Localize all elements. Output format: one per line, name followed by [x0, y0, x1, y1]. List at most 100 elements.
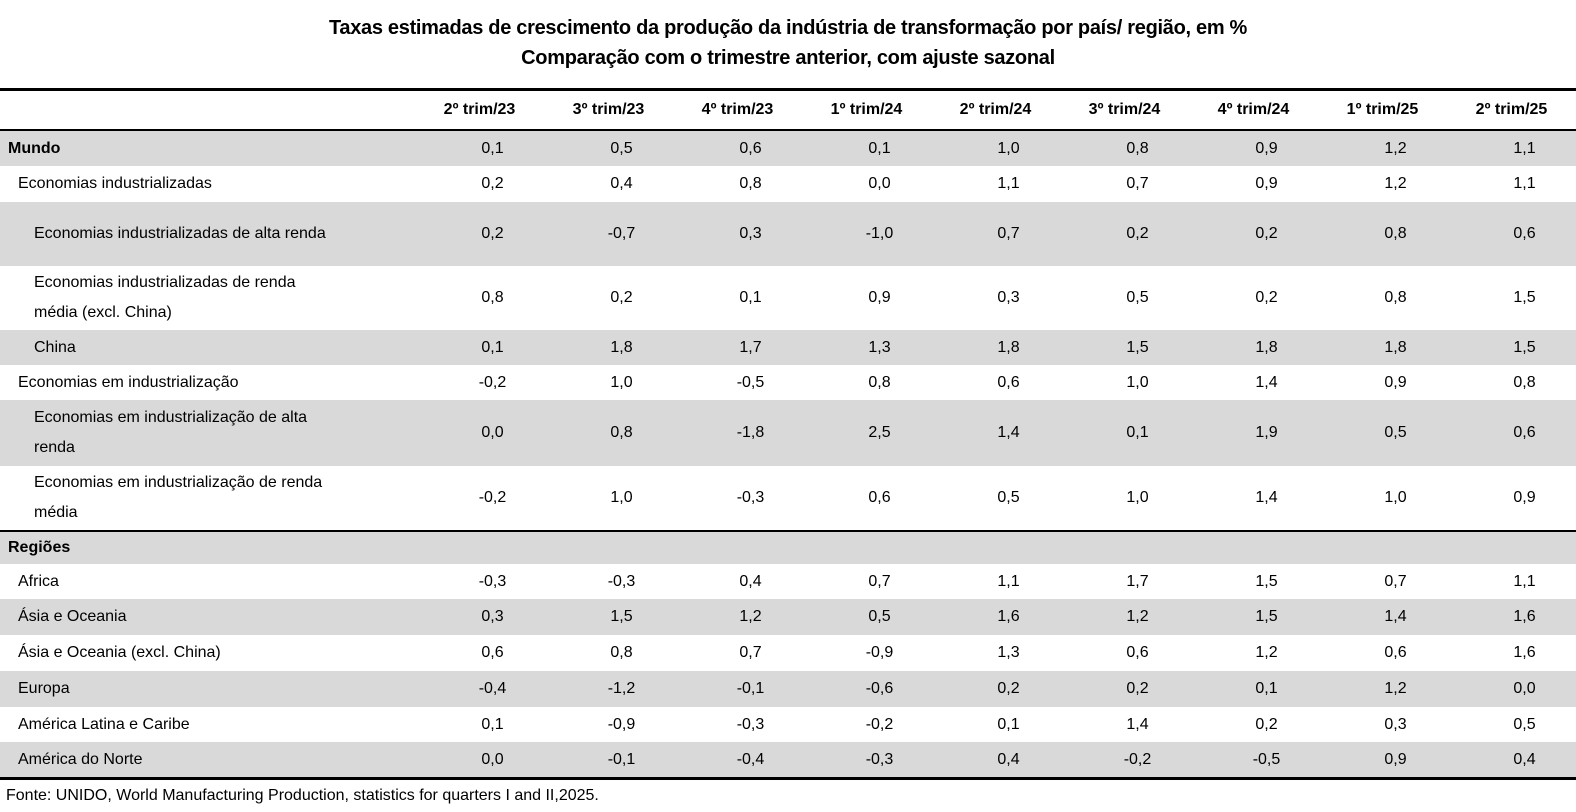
cell-value: 0,5 [1513, 715, 1536, 733]
column-header-q2-25: 2º trim/25 [1475, 101, 1548, 118]
cell-value: 0,7 [868, 572, 891, 590]
title-block: Taxas estimadas de crescimento da produç… [0, 0, 1576, 88]
cell-value: -0,4 [736, 750, 765, 768]
column-header-q2-23: 2º trim/23 [443, 101, 516, 118]
cell-value: 0,9 [1384, 373, 1407, 391]
cell-value: -0,2 [478, 373, 507, 391]
table-body: Mundo 0,1 0,5 0,6 0,1 1,0 0,8 0,9 1,2 1,1 Economia… [0, 131, 1576, 780]
cell-value: 0,8 [1384, 289, 1407, 306]
table-row: Europa -0,4 -1,2 -0,1 -0,6 0,2 0,2 0,1 1,2 0,0 [0, 671, 1576, 707]
cell-value: 0,1 [868, 139, 891, 157]
row-label: Economias em industrialização [0, 365, 415, 400]
cell-value: 1,5 [1513, 338, 1536, 356]
cell-value: 1,2 [1126, 608, 1149, 625]
cell-value: 0,0 [481, 750, 504, 768]
row-label: Europa [0, 671, 415, 707]
table-title: Taxas estimadas de crescimento da produç… [328, 17, 1248, 39]
row-label-text: China [34, 338, 76, 356]
row-label: Mundo [0, 131, 415, 166]
column-header-q2-24: 2º trim/24 [959, 101, 1032, 118]
row-label: Economias industrializadas de renda médi… [0, 266, 415, 330]
cell-value: 1,5 [1255, 572, 1278, 590]
row-label-text: América do Norte [18, 750, 143, 768]
table-row: Economias industrializadas de alta renda… [0, 202, 1576, 266]
cell-value: 1,8 [997, 338, 1020, 356]
cell-value: 0,4 [1513, 750, 1536, 768]
cell-value: 0,9 [1513, 489, 1536, 506]
cell-value: 0,5 [868, 608, 891, 625]
cell-value: 0,8 [610, 644, 633, 661]
cell-value: 0,2 [1126, 680, 1149, 697]
row-label: América do Norte [0, 742, 415, 777]
cell-value: 0,6 [1384, 644, 1407, 661]
row-label-text: Economias em industrialização de renda m… [34, 474, 323, 521]
cell-value: 0,2 [610, 289, 633, 306]
cell-value: 0,7 [739, 644, 762, 661]
cell-value: 0,9 [1255, 139, 1278, 157]
cell-value: -0,7 [607, 225, 636, 242]
row-label-text: Economias em industrialização de alta re… [34, 409, 308, 456]
row-label: Economias industrializadas [0, 166, 415, 202]
cell-value: -0,3 [736, 489, 765, 506]
cell-value: 0,8 [868, 373, 891, 391]
row-label-text: Regiões [8, 539, 71, 556]
table-row: Africa -0,3 -0,3 0,4 0,7 1,1 1,7 1,5 0,7 1,1 [0, 564, 1576, 599]
cell-value: 0,1 [481, 715, 504, 733]
cell-value: 0,1 [739, 289, 762, 306]
column-header-q4-23: 4º trim/23 [701, 101, 774, 118]
cell-value: 0,4 [739, 572, 762, 590]
cell-value: 0,5 [610, 139, 633, 157]
source-note: Fonte: UNIDO, World Manufacturing Produc… [6, 787, 599, 804]
cell-value: 0,1 [997, 715, 1020, 733]
cell-value: -0,9 [865, 644, 894, 661]
cell-value: 1,1 [997, 572, 1020, 590]
cell-value: 1,4 [1255, 373, 1278, 391]
cell-value: -0,3 [478, 572, 507, 590]
row-label-text: Economias industrializadas [18, 175, 212, 192]
table-row: Economias em industrialização -0,2 1,0 -0,5… [0, 365, 1576, 400]
column-header-q4-24: 4º trim/24 [1217, 101, 1290, 118]
cell-value: -0,2 [865, 715, 894, 733]
cell-value: 1,2 [739, 608, 762, 625]
cell-value: -0,5 [736, 373, 765, 391]
cell-value: 0,7 [997, 225, 1020, 242]
cell-value: 1,0 [1384, 489, 1407, 506]
cell-value: 1,2 [1384, 680, 1407, 697]
row-label-text: Africa [18, 572, 59, 590]
row-label: Regiões [0, 532, 415, 564]
column-header-q1-25: 1º trim/25 [1346, 101, 1419, 118]
cell-value: 1,5 [610, 608, 633, 625]
table-row: Ásia e Oceania (excl. China) 0,6 0,8 0,7 -0,… [0, 635, 1576, 671]
cell-value: 0,5 [997, 489, 1020, 506]
cell-value: 1,6 [1513, 644, 1536, 661]
cell-value: -1,2 [607, 680, 636, 697]
cell-value: 0,6 [481, 644, 504, 661]
cell-value: -0,3 [607, 572, 636, 590]
row-label-text: Ásia e Oceania [18, 608, 127, 625]
cell-value: 0,5 [1126, 289, 1149, 306]
cell-value: 0,6 [1126, 644, 1149, 661]
cell-value: 0,4 [997, 750, 1020, 768]
table-row: América Latina e Caribe 0,1 -0,9 -0,3 -0,2 0,… [0, 707, 1576, 742]
row-label-text: Economias industrializadas de alta renda [34, 225, 326, 242]
cell-value: 0,8 [610, 424, 633, 441]
row-label: Economias industrializadas de alta renda [0, 202, 415, 266]
cell-value: 0,2 [1126, 225, 1149, 242]
table-row: Ásia e Oceania 0,3 1,5 1,2 0,5 1,6 1,2 1,5 1,4 1,… [0, 599, 1576, 635]
cell-value: 1,1 [997, 175, 1020, 192]
cell-value: 1,5 [1126, 338, 1149, 356]
cell-value: -0,2 [478, 489, 507, 506]
cell-value: 1,5 [1255, 608, 1278, 625]
row-label-text: América Latina e Caribe [18, 715, 190, 733]
cell-value: 0,3 [481, 608, 504, 625]
row-label: Ásia e Oceania (excl. China) [0, 635, 415, 671]
cell-value: 1,4 [997, 424, 1020, 441]
table-row: Economias industrializadas 0,2 0,4 0,8 0,0 1,… [0, 166, 1576, 202]
cell-value: 0,7 [1126, 175, 1149, 192]
cell-value: 1,0 [610, 489, 633, 506]
cell-value: 1,2 [1384, 139, 1407, 157]
row-label-text: Mundo [8, 139, 61, 157]
cell-value: 1,4 [1255, 489, 1278, 506]
cell-value: -0,5 [1252, 750, 1281, 768]
row-label-text: Economias industrializadas de renda médi… [34, 274, 296, 321]
